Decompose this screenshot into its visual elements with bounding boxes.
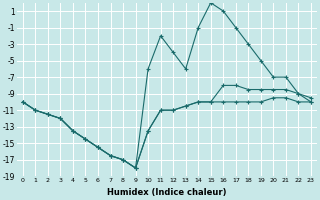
X-axis label: Humidex (Indice chaleur): Humidex (Indice chaleur) bbox=[107, 188, 227, 197]
